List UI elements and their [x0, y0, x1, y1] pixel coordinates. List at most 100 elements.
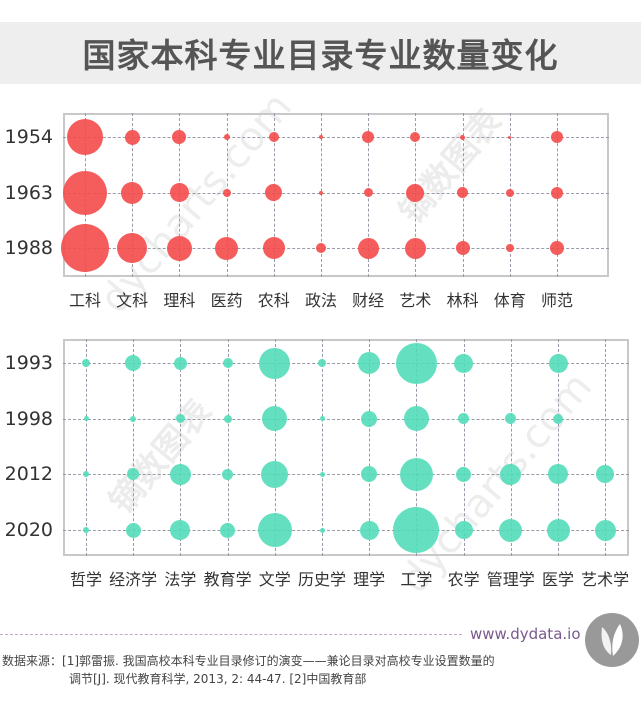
data-bubble[interactable]: [319, 416, 325, 422]
data-bubble[interactable]: [403, 406, 429, 432]
data-bubble[interactable]: [82, 359, 90, 367]
x-axis-label: 农学: [447, 570, 480, 589]
data-bubble[interactable]: [175, 414, 185, 424]
data-bubble[interactable]: [319, 135, 323, 139]
data-bubble[interactable]: [222, 358, 233, 368]
data-bubble[interactable]: [257, 513, 292, 548]
data-bubble[interactable]: [172, 130, 187, 144]
data-bubble[interactable]: [316, 243, 326, 253]
data-bubble[interactable]: [319, 190, 323, 195]
data-bubble[interactable]: [361, 410, 378, 427]
data-bubble[interactable]: [67, 119, 103, 155]
data-bubble[interactable]: [357, 237, 379, 259]
data-bubble[interactable]: [553, 413, 563, 424]
data-bubble[interactable]: [551, 131, 563, 143]
data-bubble[interactable]: [319, 527, 325, 533]
data-bubble[interactable]: [83, 471, 89, 478]
x-axis-label: 文科: [116, 291, 149, 310]
data-bubble[interactable]: [63, 170, 107, 215]
grid-line-vertical: [463, 339, 465, 556]
y-axis-label: 1993: [4, 352, 53, 374]
data-bubble[interactable]: [173, 356, 187, 370]
data-bubble[interactable]: [117, 233, 148, 263]
data-bubble[interactable]: [220, 522, 236, 538]
data-bubble[interactable]: [395, 342, 437, 384]
data-bubble[interactable]: [125, 355, 142, 371]
data-bubble[interactable]: [61, 224, 109, 272]
data-bubble[interactable]: [170, 520, 191, 541]
data-bubble[interactable]: [318, 359, 326, 367]
data-bubble[interactable]: [505, 413, 517, 425]
data-bubble[interactable]: [406, 183, 425, 202]
data-bubble[interactable]: [319, 471, 325, 477]
x-axis-label: 教育学: [203, 570, 252, 589]
data-bubble[interactable]: [222, 468, 234, 480]
x-axis-label: 财经: [352, 291, 385, 310]
data-bubble[interactable]: [127, 468, 140, 481]
data-bubble[interactable]: [508, 135, 512, 139]
y-axis-label: 1954: [4, 126, 53, 148]
data-bubble[interactable]: [548, 464, 568, 485]
data-bubble[interactable]: [548, 353, 568, 373]
grid-line-vertical: [322, 339, 323, 556]
data-bubble[interactable]: [454, 353, 474, 373]
data-bubble[interactable]: [505, 188, 514, 197]
data-bubble[interactable]: [124, 129, 140, 145]
data-bubble[interactable]: [265, 184, 283, 201]
x-axis-label: 哲学: [69, 570, 103, 589]
data-bubble[interactable]: [404, 237, 426, 259]
x-axis-label: 艺术学: [581, 570, 630, 589]
x-axis-label: 艺术: [399, 291, 432, 310]
data-bubble[interactable]: [358, 352, 381, 374]
data-bubble[interactable]: [399, 457, 433, 491]
data-bubble[interactable]: [594, 519, 616, 541]
data-bubble[interactable]: [262, 237, 285, 259]
x-axis-label: 医学: [541, 570, 575, 589]
data-bubble[interactable]: [222, 188, 231, 197]
data-bubble[interactable]: [410, 132, 421, 142]
x-axis-label: 体育: [493, 291, 526, 310]
data-bubble[interactable]: [361, 466, 378, 483]
data-bubble[interactable]: [458, 413, 470, 425]
data-bubble[interactable]: [130, 415, 137, 422]
data-bubble[interactable]: [500, 463, 522, 485]
data-bubble[interactable]: [505, 244, 514, 252]
data-bubble[interactable]: [454, 521, 473, 540]
data-bubble[interactable]: [121, 181, 144, 204]
data-bubble[interactable]: [268, 132, 279, 142]
data-bubble[interactable]: [363, 188, 373, 197]
data-bubble[interactable]: [125, 522, 141, 538]
data-bubble[interactable]: [499, 518, 523, 542]
data-bubble[interactable]: [455, 241, 470, 255]
data-bubble[interactable]: [169, 183, 189, 202]
data-bubble[interactable]: [261, 460, 289, 488]
data-bubble[interactable]: [83, 416, 89, 422]
data-bubble[interactable]: [393, 507, 440, 554]
x-axis-label: 历史学: [297, 570, 347, 589]
data-bubble[interactable]: [460, 134, 466, 140]
grid-line-vertical: [86, 339, 87, 556]
data-bubble[interactable]: [596, 465, 615, 484]
data-bubble[interactable]: [362, 131, 375, 143]
data-bubble[interactable]: [223, 134, 230, 140]
data-bubble[interactable]: [550, 241, 564, 255]
data-bubble[interactable]: [456, 466, 472, 482]
data-bubble[interactable]: [546, 518, 570, 542]
source-line-1: [1]郭雷振. 我国高校本科专业目录修订的演变——兼论目录对高校专业设置数量的: [62, 654, 495, 668]
grid-line-horizontal: [63, 192, 609, 194]
grid-line-vertical: [227, 339, 229, 556]
data-bubble[interactable]: [457, 187, 469, 198]
data-bubble[interactable]: [223, 414, 232, 423]
data-bubble[interactable]: [83, 527, 89, 534]
data-bubble[interactable]: [215, 236, 239, 260]
grid-line-vertical: [133, 339, 135, 556]
x-axis-label: 医药: [210, 291, 243, 310]
data-bubble[interactable]: [551, 186, 563, 199]
data-bubble[interactable]: [262, 406, 288, 432]
data-bubble[interactable]: [166, 235, 192, 261]
site-link[interactable]: www.dydata.io: [470, 625, 581, 643]
data-bubble[interactable]: [169, 463, 191, 485]
data-bubble[interactable]: [259, 347, 291, 379]
data-bubble[interactable]: [359, 520, 379, 540]
x-axis-label: 林科: [446, 291, 479, 310]
